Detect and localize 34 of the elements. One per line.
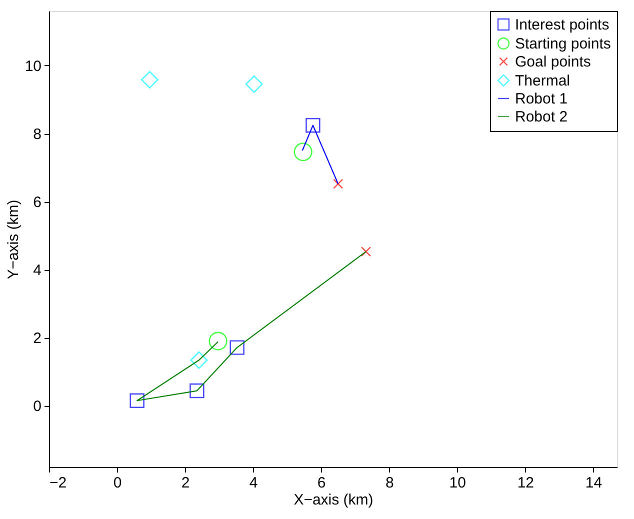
y-tick-label: 8: [33, 126, 42, 144]
x-tick-label: 6: [317, 474, 326, 492]
y-tick-label: 4: [33, 262, 42, 280]
x-tick-label: 0: [113, 474, 122, 492]
point: [190, 383, 204, 398]
y-tick-label: 6: [33, 194, 42, 212]
x-tick-label: −2: [50, 474, 67, 492]
x-axis-title: X−axis (km): [294, 492, 374, 508]
x-tick-label: 2: [181, 474, 190, 492]
point: [140, 71, 158, 88]
x-tick-label: 4: [249, 474, 258, 492]
x-tick-label: 8: [385, 474, 394, 492]
legend-label: Goal points: [515, 54, 591, 70]
y-tick-label: 0: [33, 398, 42, 416]
point: [333, 178, 344, 189]
point: [294, 142, 312, 162]
point: [245, 75, 263, 93]
legend-label: Thermal: [515, 72, 570, 90]
point: [190, 351, 208, 369]
point: [360, 246, 372, 257]
y-tick-label: 2: [33, 330, 42, 348]
point: [208, 332, 228, 350]
point: [306, 118, 320, 133]
x-tick-label: 14: [585, 474, 602, 492]
y-axis-title: Y−axis (km): [4, 200, 22, 280]
x-tick-label: 10: [449, 474, 466, 492]
legend-label: Interest points: [515, 16, 610, 34]
point: [230, 340, 244, 355]
point: [130, 393, 144, 408]
legend-label: Starting points: [515, 36, 611, 52]
x-tick-label: 12: [517, 474, 534, 492]
legend-label: Robot 1: [515, 90, 568, 108]
y-tick-label: 10: [24, 58, 42, 75]
legend-label: Robot 2: [515, 108, 568, 126]
